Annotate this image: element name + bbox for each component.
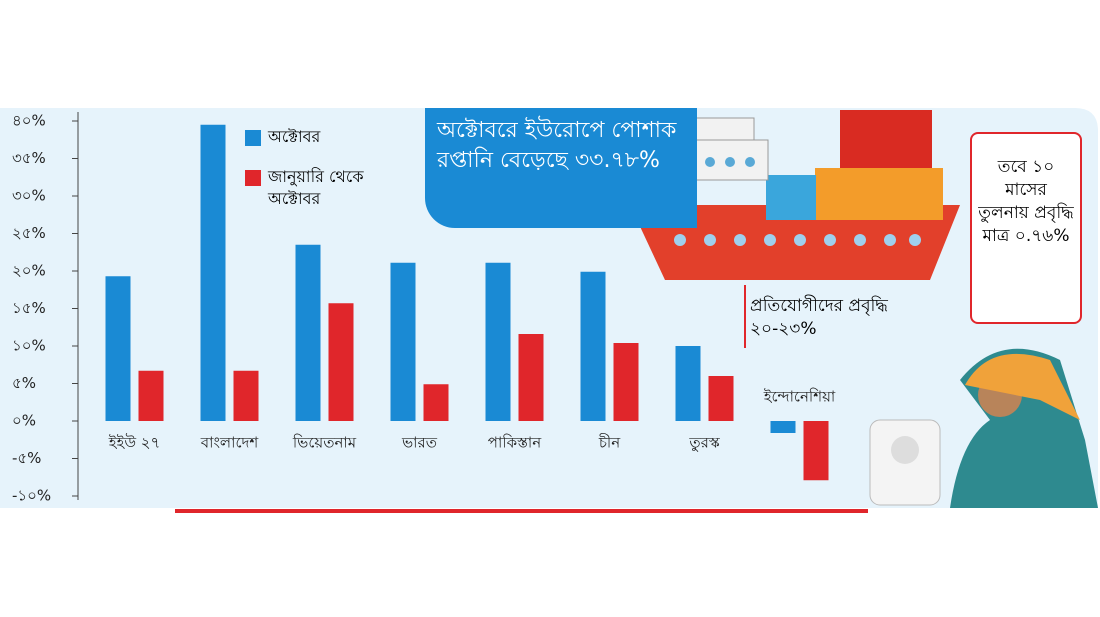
bar [580, 271, 606, 421]
x-tick-label: ইইউ ২৭ [108, 434, 161, 452]
bar [233, 370, 259, 421]
legend-label: অক্টোবর [268, 127, 321, 146]
y-tick-label: ২০% [12, 262, 46, 280]
legend-label: জানুয়ারি থেকে অক্টোবর [268, 167, 364, 208]
y-tick-label: -১০% [12, 487, 51, 505]
annotation: প্রতিযোগীদের প্রবৃদ্ধি ২০-২৩% [750, 296, 888, 339]
x-tick-label: ভিয়েতনাম [292, 434, 357, 452]
y-tick-label: ১০% [12, 337, 46, 355]
y-tick-label: ৪০% [12, 112, 46, 130]
bar [105, 276, 131, 421]
y-tick-label: ১৫% [12, 299, 46, 317]
bar [708, 376, 734, 421]
bar [518, 334, 544, 421]
headline: অক্টোবরে ইউরোপে পোশাক রপ্তানি বেড়েছে ৩৩… [425, 108, 697, 228]
y-tick-label: ৩৫% [12, 149, 46, 167]
x-tick-label: তুরস্ক [688, 434, 720, 452]
bar [200, 124, 226, 421]
y-tick-label: ০% [12, 412, 36, 430]
y-tick-label: -৫% [12, 449, 41, 467]
x-tick-label: চীন [598, 434, 621, 452]
x-tick-label: ভারত [401, 434, 438, 452]
worker [869, 348, 1098, 508]
bar [613, 343, 639, 421]
y-tick-label: ৫% [12, 374, 36, 392]
x-tick-label: পাকিস্তান [488, 434, 542, 452]
bar [328, 303, 354, 421]
bar [485, 262, 511, 421]
y-tick-label: ২৫% [12, 224, 46, 242]
note-box: তবে ১০ মাসের তুলনায় প্রবৃদ্ধি মাত্র ০.৭… [970, 132, 1082, 324]
x-tick-label: বাংলাদেশ [200, 434, 260, 452]
y-tick-label: ৩০% [12, 187, 46, 205]
legend-swatch [245, 130, 261, 146]
x-tick-label: ইন্দোনেশিয়া [763, 388, 836, 406]
bar [770, 421, 796, 433]
bar [423, 384, 449, 421]
bar [138, 370, 164, 421]
bar [295, 244, 321, 421]
bar [803, 421, 829, 481]
bar [390, 262, 416, 421]
bar [675, 346, 701, 421]
legend-swatch [245, 170, 261, 186]
